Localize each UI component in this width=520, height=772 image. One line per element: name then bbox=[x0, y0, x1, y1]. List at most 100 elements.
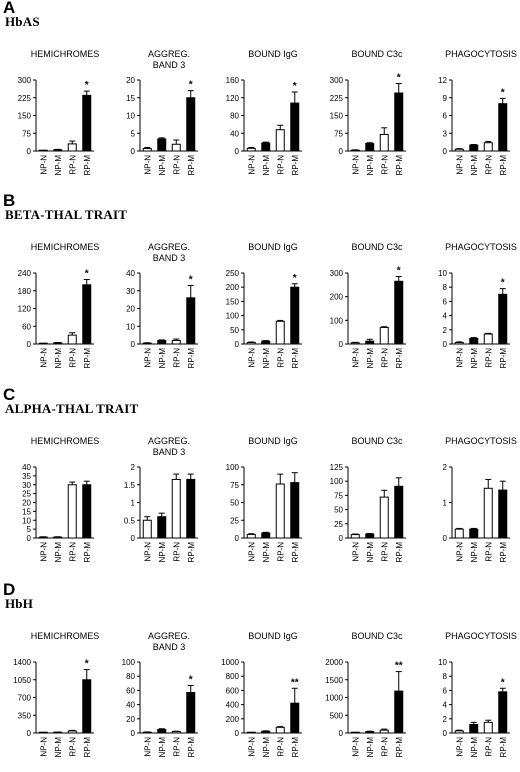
x-tick-label: RP-N bbox=[484, 542, 493, 562]
x-tick-label: RP-M bbox=[187, 155, 196, 176]
y-tick-label: 0 bbox=[27, 340, 32, 349]
y-tick-label: 100 bbox=[330, 477, 344, 486]
x-tick-label: NP-N bbox=[455, 155, 464, 175]
y-tick-label: 225 bbox=[330, 94, 344, 103]
y-tick-label: 1 bbox=[443, 499, 448, 508]
panel-letter: D bbox=[3, 580, 16, 599]
y-tick-label: 4 bbox=[443, 701, 448, 710]
x-tick-label: RP-M bbox=[291, 542, 300, 563]
bar-np-n bbox=[246, 147, 256, 152]
x-tick-label: NP-M bbox=[158, 348, 167, 369]
bar-np-n bbox=[246, 731, 256, 734]
panel-c: C ALPHA-THAL TRAIT HEMICHROMES 0 5 10 15 20 25 30… bbox=[0, 385, 520, 577]
y-tick-label: 1 bbox=[131, 499, 136, 508]
bar-rp-m bbox=[290, 482, 300, 539]
x-tick-label: NP-M bbox=[262, 155, 271, 176]
y-tick-label: 40 bbox=[126, 269, 135, 278]
bar-np-m bbox=[157, 728, 167, 734]
y-tick-label: 2000 bbox=[325, 658, 343, 667]
y-tick-label: 0 bbox=[131, 147, 136, 156]
bar-np-n bbox=[142, 148, 152, 152]
bar-chart-phagocytosis: PHAGOCYTOSIS 0 1 2 NP-N NP-M RP-N RP-M bbox=[443, 436, 517, 563]
x-tick-label: NP-N bbox=[455, 542, 464, 562]
significance-marker: * bbox=[501, 87, 505, 98]
chart-title: AGGREG. BAND 3 bbox=[148, 436, 190, 457]
x-tick-label: NP-N bbox=[247, 155, 256, 175]
y-tick-label: 10 bbox=[438, 658, 447, 667]
bar-rp-n bbox=[483, 721, 493, 734]
x-tick-label: NP-N bbox=[455, 348, 464, 368]
y-tick-label: 0 bbox=[339, 534, 344, 543]
y-tick-label: 40 bbox=[22, 463, 31, 472]
x-tick-label: NP-M bbox=[470, 737, 479, 758]
y-tick-label: 120 bbox=[18, 305, 32, 314]
panel-b: B BETA-THAL TRAIT HEMICHROMES 0 60 120 180 240 N… bbox=[0, 191, 520, 383]
bar-np-m bbox=[157, 138, 167, 152]
panel-letter: A bbox=[3, 0, 16, 17]
panel-title: HbH bbox=[5, 596, 34, 611]
bar-rp-n bbox=[483, 142, 493, 152]
x-tick-label: NP-M bbox=[54, 155, 63, 176]
bar-chart-aggreg-band-3: AGGREG. BAND 3 0 20 40 60 80 100 NP-N NP-M RP-N * RP… bbox=[122, 631, 198, 757]
bar-np-m bbox=[469, 723, 479, 734]
x-tick-label: RP-N bbox=[276, 542, 285, 562]
x-tick-label: RP-N bbox=[172, 542, 181, 562]
y-tick-label: 200 bbox=[226, 283, 240, 292]
bar-np-m bbox=[261, 340, 271, 345]
significance-marker: * bbox=[293, 273, 297, 284]
bar-np-m bbox=[365, 142, 375, 152]
y-tick-label: 350 bbox=[18, 711, 32, 720]
chart-title: AGGREG. BAND 3 bbox=[148, 631, 190, 652]
y-tick-label: 1050 bbox=[13, 676, 31, 685]
y-tick-label: 75 bbox=[334, 129, 343, 138]
x-tick-label: RP-N bbox=[380, 155, 389, 175]
y-tick-label: 50 bbox=[334, 506, 343, 515]
bar-chart-bound-c3c: BOUND C3c 0 75 150 225 300 NP-N NP-M RP-N * RP-M bbox=[330, 49, 406, 176]
bar-rp-m bbox=[186, 692, 196, 734]
x-tick-label: NP-N bbox=[39, 348, 48, 368]
panel-letter: B bbox=[3, 191, 16, 210]
y-tick-label: 0 bbox=[235, 729, 240, 738]
x-tick-label: RP-N bbox=[276, 737, 285, 757]
bar-np-m bbox=[53, 536, 63, 539]
bar-np-n bbox=[454, 528, 464, 539]
bar-np-m bbox=[365, 533, 375, 539]
x-tick-label: NP-N bbox=[143, 737, 152, 757]
y-tick-label: 5 bbox=[27, 525, 32, 534]
x-tick-label: RP-M bbox=[395, 155, 404, 176]
y-tick-label: 3 bbox=[443, 129, 448, 138]
bar-np-m bbox=[261, 730, 271, 734]
y-tick-label: 80 bbox=[230, 112, 239, 121]
x-tick-label: RP-M bbox=[83, 542, 92, 563]
bar-chart-phagocytosis: PHAGOCYTOSIS 0 3 6 9 12 NP-N NP-M RP-N * RP-M bbox=[438, 49, 517, 176]
significance-marker: * bbox=[189, 674, 193, 685]
chart-title: BOUND C3c bbox=[351, 436, 403, 446]
y-tick-label: 0 bbox=[443, 534, 448, 543]
significance-marker: * bbox=[189, 80, 193, 91]
x-tick-label: NP-M bbox=[470, 155, 479, 176]
bar-rp-n bbox=[379, 729, 389, 734]
x-tick-label: RP-M bbox=[499, 348, 508, 369]
x-tick-label: RP-M bbox=[499, 542, 508, 563]
x-tick-label: NP-N bbox=[351, 155, 360, 175]
chart-title: BOUND C3c bbox=[351, 242, 403, 252]
y-tick-label: 0 bbox=[27, 534, 32, 543]
x-tick-label: NP-M bbox=[158, 542, 167, 563]
chart-title: HEMICHROMES bbox=[31, 242, 100, 252]
y-tick-label: 0 bbox=[443, 340, 448, 349]
x-tick-label: NP-M bbox=[262, 737, 271, 758]
x-tick-label: RP-M bbox=[291, 737, 300, 758]
bar-rp-n bbox=[67, 143, 77, 152]
bar-rp-m bbox=[498, 293, 508, 345]
x-tick-label: RP-M bbox=[83, 737, 92, 758]
y-tick-label: 250 bbox=[226, 269, 240, 278]
bar-np-m bbox=[53, 731, 63, 734]
y-tick-label: 80 bbox=[126, 672, 135, 681]
y-tick-label: 2 bbox=[443, 326, 448, 335]
bar-np-m bbox=[157, 516, 167, 539]
x-tick-label: NP-M bbox=[54, 737, 63, 758]
x-tick-label: NP-N bbox=[143, 348, 152, 368]
y-tick-label: 30 bbox=[126, 287, 135, 296]
x-tick-label: RP-N bbox=[172, 348, 181, 368]
